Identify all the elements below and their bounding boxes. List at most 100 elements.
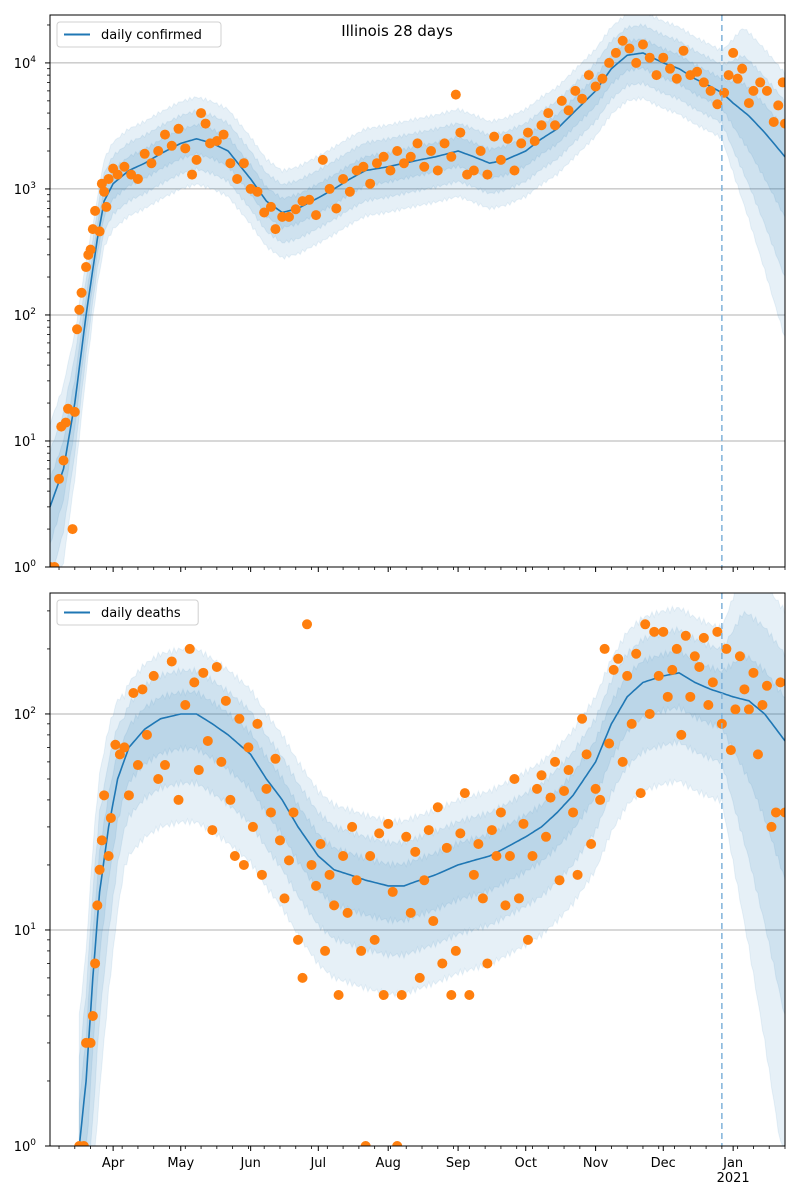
observed-point <box>283 211 294 222</box>
observed-point <box>626 718 637 729</box>
observed-point <box>112 169 123 180</box>
observed-point <box>76 287 87 298</box>
observed-point <box>770 807 781 818</box>
observed-point <box>732 73 743 84</box>
observed-point <box>405 151 416 162</box>
observed-point <box>513 893 524 904</box>
observed-point <box>570 85 581 96</box>
legend: daily confirmed <box>56 21 222 48</box>
observed-point <box>563 105 574 116</box>
observed-point <box>712 99 723 110</box>
observed-point <box>252 718 263 729</box>
observed-point <box>338 173 349 184</box>
observed-point <box>757 700 768 711</box>
observed-point <box>719 87 730 98</box>
x-tick-label: Apr <box>102 1156 125 1171</box>
observed-point <box>635 788 646 799</box>
observed-point <box>274 835 285 846</box>
observed-point <box>631 57 642 68</box>
observed-point <box>761 85 772 96</box>
x-tick-label: Aug <box>375 1156 400 1171</box>
observed-point <box>464 990 475 1001</box>
observed-point <box>725 745 736 756</box>
observed-point <box>252 186 263 197</box>
observed-point <box>256 869 267 880</box>
observed-point <box>141 729 152 740</box>
observed-point <box>225 794 236 805</box>
observed-point <box>752 749 763 760</box>
observed-point <box>649 626 660 637</box>
observed-point <box>651 70 662 81</box>
x-tick-label: Jul <box>309 1156 326 1171</box>
observed-point <box>495 154 506 165</box>
observed-point <box>360 1141 371 1146</box>
observed-point <box>556 95 567 106</box>
observed-point <box>455 127 466 138</box>
observed-point <box>159 129 170 140</box>
observed-point <box>441 842 452 853</box>
observed-point <box>426 145 437 156</box>
x-tick-label: Jan <box>722 1156 743 1171</box>
observed-point <box>211 136 222 147</box>
observed-point <box>419 875 430 886</box>
observed-point <box>90 205 101 216</box>
observed-point <box>315 839 326 850</box>
observed-point <box>671 643 682 654</box>
y-tick-label: 100 <box>14 559 37 576</box>
observed-point <box>401 831 412 842</box>
observed-point <box>132 760 143 771</box>
observed-point <box>69 406 80 417</box>
observed-point <box>85 244 96 255</box>
x-tick-label: Dec <box>651 1156 676 1171</box>
observed-point <box>229 851 240 862</box>
observed-point <box>365 851 376 862</box>
observed-point <box>721 643 732 654</box>
observed-point <box>631 648 642 659</box>
observed-point <box>200 118 211 129</box>
observed-point <box>342 907 353 918</box>
observed-point <box>153 773 164 784</box>
observed-point <box>191 154 202 165</box>
observed-point <box>180 700 191 711</box>
observed-point <box>599 643 610 654</box>
observed-point <box>531 783 542 794</box>
observed-point <box>184 643 195 654</box>
observed-point <box>99 790 110 801</box>
observed-point <box>586 839 597 850</box>
observed-point <box>119 161 130 172</box>
observed-point <box>509 773 520 784</box>
observed-point <box>446 990 457 1001</box>
observed-point <box>374 828 385 839</box>
observed-point <box>189 677 200 688</box>
observed-point <box>658 52 669 63</box>
observed-point <box>637 39 648 50</box>
observed-point <box>644 708 655 719</box>
observed-point <box>187 169 198 180</box>
observed-point <box>640 619 651 630</box>
observed-point <box>331 203 342 214</box>
observed-point <box>780 118 785 129</box>
observed-point <box>617 756 628 767</box>
observed-point <box>128 688 139 699</box>
observed-point <box>775 677 785 688</box>
observed-point <box>743 704 754 715</box>
observed-point <box>780 807 785 818</box>
observed-point <box>96 835 107 846</box>
observed-point <box>563 765 574 776</box>
observed-point <box>344 186 355 197</box>
observed-point <box>644 52 655 63</box>
plot-area <box>74 593 785 1146</box>
observed-point <box>428 916 439 927</box>
observed-point <box>166 656 177 667</box>
observed-point <box>198 667 209 678</box>
observed-point <box>105 812 116 823</box>
observed-point <box>50 562 60 567</box>
observed-point <box>265 201 276 212</box>
observed-point <box>304 194 315 205</box>
observed-point <box>103 851 114 862</box>
observed-point <box>410 846 421 857</box>
legend-box <box>56 599 199 626</box>
uncertainty-band-1 <box>50 15 785 567</box>
observed-point <box>196 108 207 119</box>
